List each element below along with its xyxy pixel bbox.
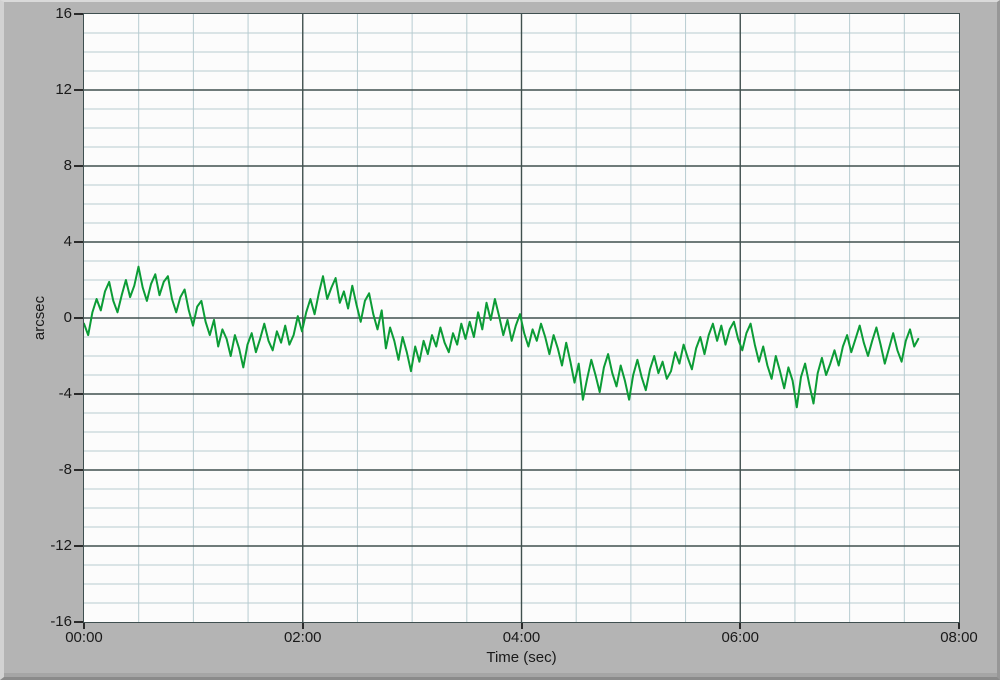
y-tick-label: 12 bbox=[55, 81, 72, 98]
y-axis-title: arcsec bbox=[31, 295, 48, 341]
y-tick-mark bbox=[74, 317, 83, 319]
y-tick-label: -4 bbox=[58, 385, 72, 402]
y-tick-mark bbox=[74, 393, 83, 395]
x-tick-label: 06:00 bbox=[721, 629, 760, 646]
y-tick-mark bbox=[74, 241, 83, 243]
y-tick-label: 8 bbox=[63, 157, 72, 174]
y-tick-label: -16 bbox=[50, 613, 72, 630]
x-tick-label: 08:00 bbox=[940, 629, 978, 646]
y-tick-mark bbox=[74, 469, 83, 471]
x-tick-mark bbox=[83, 623, 85, 629]
x-tick-mark bbox=[958, 623, 960, 629]
x-tick-mark bbox=[520, 623, 523, 629]
waveform-chart bbox=[84, 14, 959, 622]
x-tick-label: 04:00 bbox=[502, 629, 541, 646]
x-tick-label: 02:00 bbox=[283, 629, 322, 646]
plot-area[interactable] bbox=[83, 13, 960, 623]
x-tick-mark bbox=[739, 623, 742, 629]
y-tick-label: 4 bbox=[63, 233, 72, 250]
y-tick-label: 16 bbox=[55, 5, 72, 22]
y-tick-mark bbox=[74, 621, 83, 623]
y-tick-mark bbox=[74, 13, 83, 15]
y-tick-label: -8 bbox=[58, 461, 72, 478]
y-tick-label: -12 bbox=[50, 537, 72, 554]
x-tick-mark bbox=[301, 623, 304, 629]
waveform-line bbox=[84, 265, 920, 409]
x-axis-title: Time (sec) bbox=[486, 649, 557, 666]
y-tick-mark bbox=[74, 545, 83, 547]
y-tick-mark bbox=[74, 89, 83, 91]
y-tick-mark bbox=[74, 165, 83, 167]
y-tick-label: 0 bbox=[63, 309, 72, 326]
x-tick-label: 00:00 bbox=[65, 629, 103, 646]
